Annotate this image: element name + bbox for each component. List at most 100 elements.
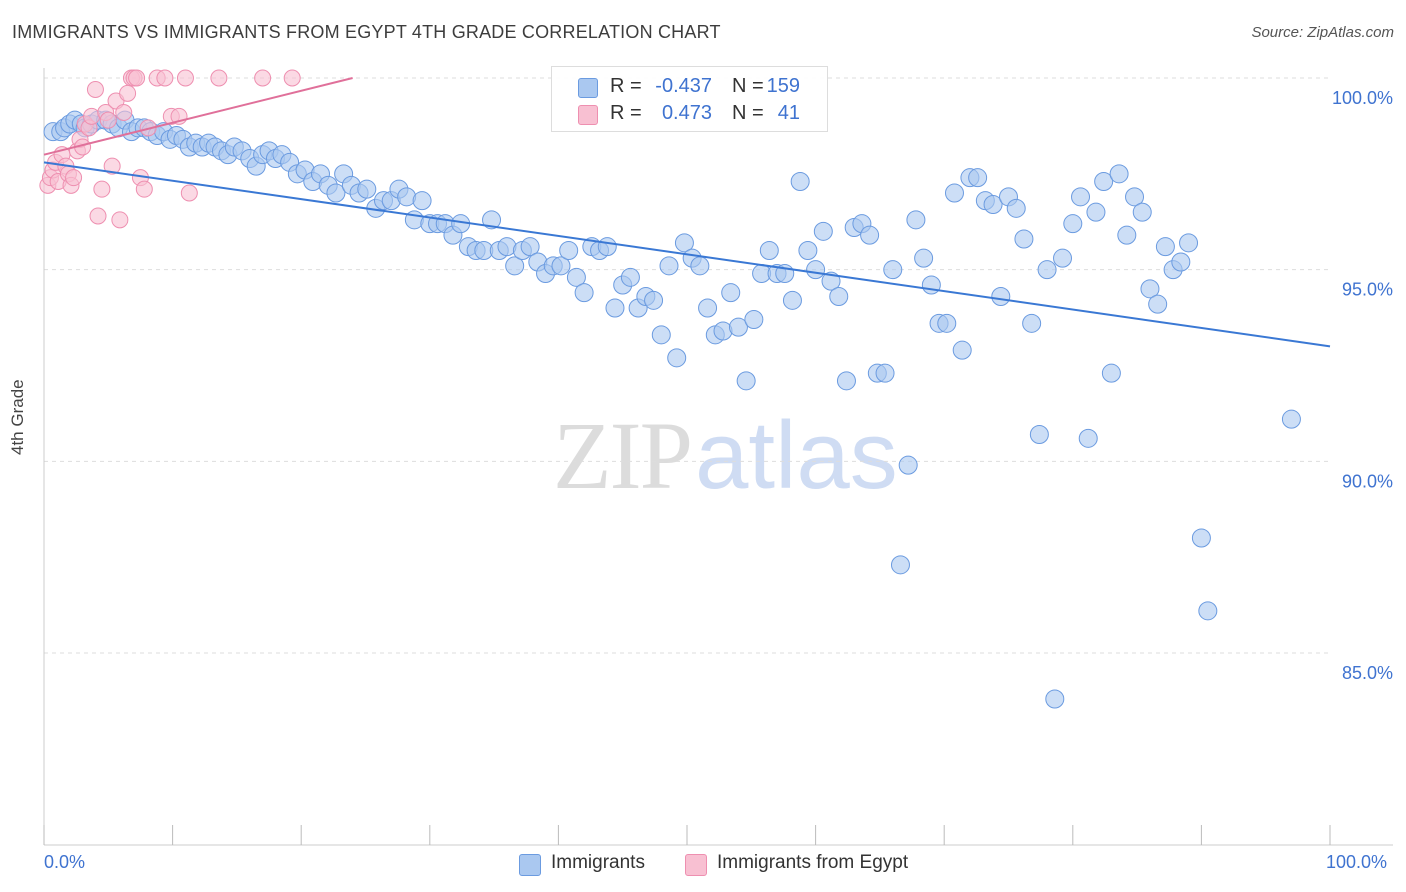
immigrants-point	[505, 256, 525, 276]
egypt-point	[115, 104, 133, 121]
bottom-legend-label-immigrants: Immigrants	[551, 852, 645, 873]
legend-row-immigrants: R = -0.437 N = 159	[552, 72, 827, 102]
immigrants-point	[1101, 363, 1121, 383]
immigrants-point	[1148, 294, 1168, 314]
immigrants-point	[551, 256, 571, 276]
watermark-atlas: atlas	[695, 402, 898, 509]
immigrants-point	[1171, 252, 1191, 272]
legend-n-label: N =	[732, 75, 764, 97]
immigrants-point	[736, 371, 756, 391]
immigrants-point	[1125, 187, 1145, 207]
immigrants-point	[667, 348, 687, 368]
legend-r-label: R =	[610, 102, 642, 124]
immigrants-point	[605, 298, 625, 318]
immigrants-point	[357, 179, 377, 199]
immigrants-point	[968, 168, 988, 188]
immigrants-point	[1094, 172, 1114, 191]
immigrants-point	[1037, 260, 1057, 280]
immigrants-point	[1071, 187, 1091, 207]
egypt-trend-line	[43, 77, 353, 156]
immigrants-point	[728, 317, 748, 337]
egypt-point	[180, 184, 198, 202]
egypt-point	[119, 84, 137, 102]
immigrants-point	[1191, 528, 1211, 548]
legend-n-label: N =	[732, 102, 764, 124]
immigrants-point	[790, 172, 810, 191]
immigrants-point	[806, 260, 826, 280]
immigrants-point	[326, 183, 346, 203]
immigrants-point	[690, 256, 710, 276]
immigrants-point	[674, 233, 694, 253]
immigrants-point	[782, 290, 802, 310]
immigrants-point	[883, 260, 903, 280]
immigrants-point	[559, 241, 579, 260]
stats-legend: R = -0.437 N = 159 R = 0.473 N = 41	[551, 66, 828, 132]
legend-r-value: -0.437	[655, 75, 712, 97]
x-tick-label-max: 100.0%	[1326, 852, 1388, 872]
immigrants-point	[875, 363, 895, 383]
immigrants-point	[906, 210, 926, 230]
y-tick-label: 85.0%	[1342, 663, 1393, 683]
immigrants-point	[566, 267, 586, 287]
egypt-point	[156, 69, 174, 87]
source-label: Source: ZipAtlas.com	[1251, 24, 1394, 41]
immigrants-point	[644, 290, 664, 310]
immigrants-point	[651, 325, 671, 345]
immigrants-point	[659, 256, 679, 276]
immigrants-point	[821, 271, 841, 291]
egypt-point	[86, 81, 104, 98]
immigrants-point	[1281, 409, 1301, 429]
legend-n-value: 159	[766, 75, 800, 97]
egypt-point	[176, 69, 194, 87]
immigrants-point	[1022, 313, 1042, 333]
immigrants-point	[1063, 214, 1083, 234]
immigrants-point	[937, 313, 957, 333]
egypt-point	[111, 211, 129, 229]
immigrants-point	[1014, 229, 1034, 249]
immigrants-point	[520, 237, 540, 257]
immigrants-point	[813, 221, 833, 241]
immigrants-point	[1132, 202, 1152, 222]
legend-r-label: R =	[610, 75, 642, 97]
immigrants-point	[952, 340, 972, 360]
watermark-zip: ZIP	[553, 402, 693, 509]
immigrants-point	[898, 455, 918, 475]
immigrants-point	[1053, 248, 1073, 268]
immigrants-point	[721, 283, 741, 303]
immigrants-point	[860, 225, 880, 245]
immigrants-point	[1198, 601, 1218, 621]
immigrants-point	[620, 267, 640, 287]
legend-n-value: 41	[777, 102, 800, 124]
immigrants-point	[698, 298, 718, 318]
watermark: ZIPatlas	[553, 400, 898, 511]
immigrants-point	[829, 287, 849, 306]
immigrants-point	[1155, 237, 1175, 257]
egypt-point	[210, 69, 228, 87]
immigrants-point	[744, 310, 764, 329]
immigrants-trend-line	[43, 161, 1331, 348]
legend-row-egypt: R = 0.473 N = 41	[552, 99, 827, 129]
immigrants-point	[1140, 279, 1160, 299]
bottom-legend-swatch-egypt	[685, 854, 707, 876]
egypt-point	[135, 180, 153, 198]
immigrants-point	[1029, 425, 1049, 444]
immigrants-point	[1086, 202, 1106, 222]
immigrants-point	[1109, 164, 1129, 184]
immigrants-point	[574, 283, 594, 303]
immigrants-point	[1045, 689, 1065, 709]
y-tick-label: 95.0%	[1342, 280, 1393, 300]
immigrants-point	[412, 191, 432, 211]
egypt-point	[254, 69, 272, 87]
immigrants-point	[890, 555, 910, 575]
legend-r-value: 0.473	[661, 102, 712, 124]
immigrants-point	[482, 210, 502, 230]
immigrants-point	[1078, 428, 1098, 448]
legend-swatch-egypt	[578, 105, 598, 125]
egypt-point	[128, 69, 146, 87]
immigrants-point	[1179, 233, 1199, 253]
y-tick-label: 100.0%	[1332, 88, 1393, 108]
egypt-point	[83, 107, 101, 125]
bottom-legend-label-egypt: Immigrants from Egypt	[717, 852, 909, 873]
immigrants-point	[759, 241, 779, 260]
